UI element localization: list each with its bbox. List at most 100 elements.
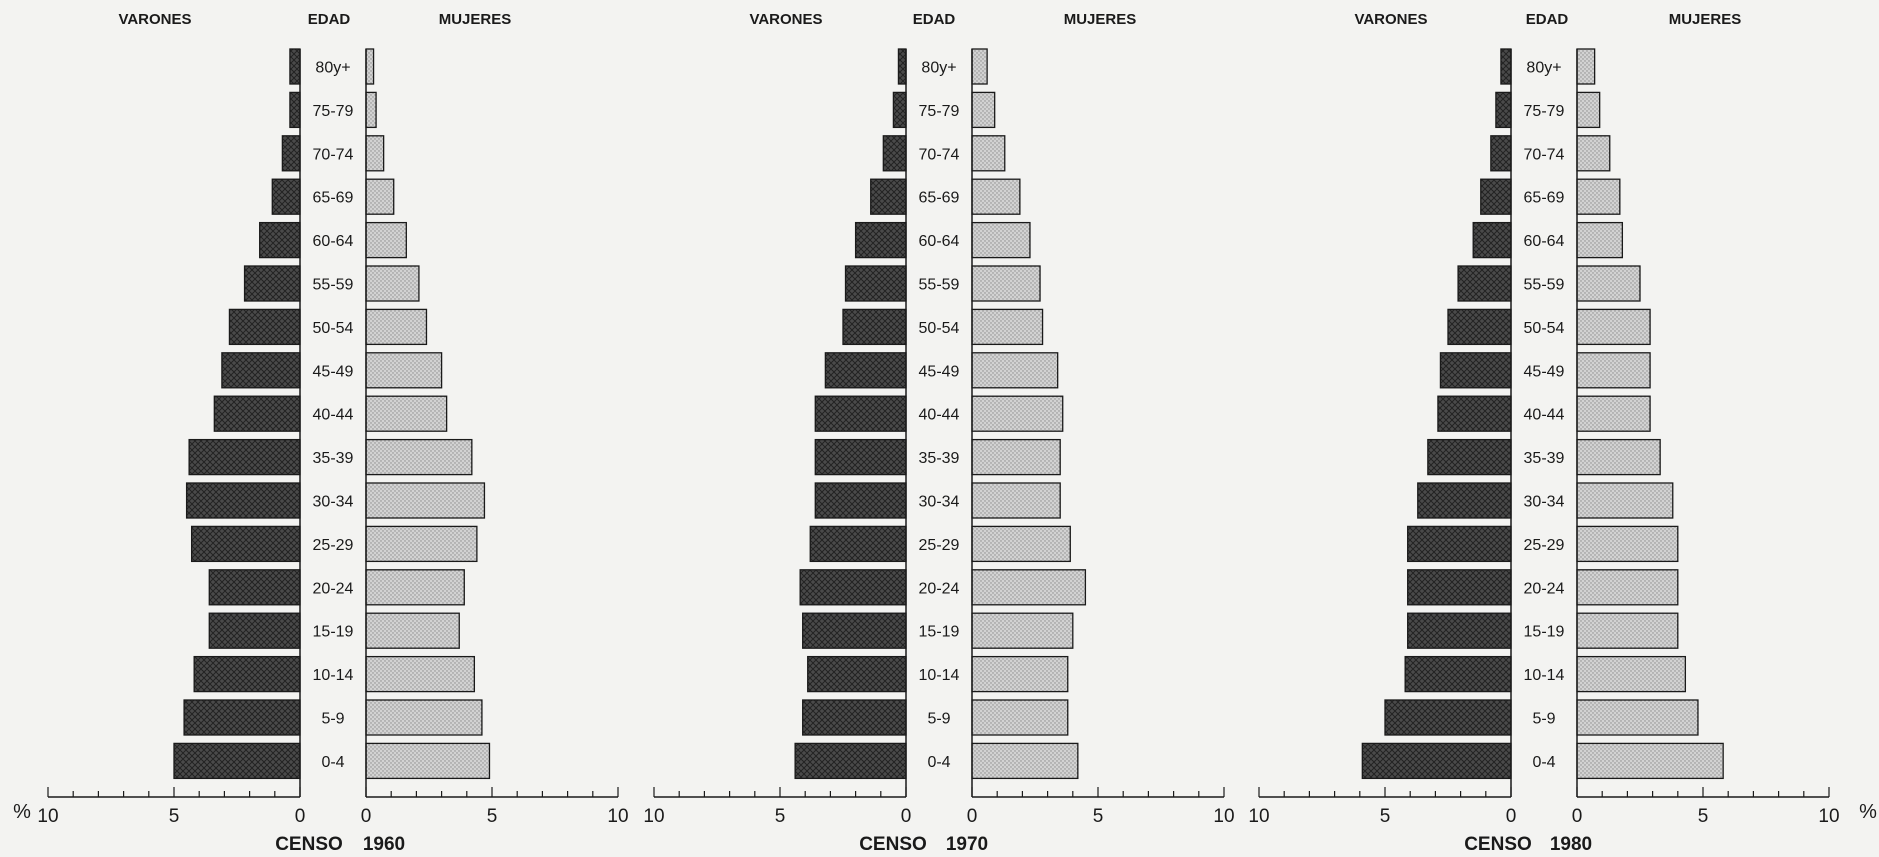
female-bar-50-54 bbox=[365, 308, 428, 346]
male-bar-50-54 bbox=[842, 308, 907, 346]
age-group-label: 35-39 bbox=[1524, 450, 1565, 467]
female-bar-20-24 bbox=[971, 569, 1087, 606]
female-bar-25-29 bbox=[1576, 525, 1679, 563]
header-mujeres: MUJERES bbox=[1669, 11, 1742, 28]
age-group-label: 15-19 bbox=[1524, 624, 1565, 641]
age-group-label: 75-79 bbox=[313, 103, 354, 120]
header-edad: EDAD bbox=[913, 11, 956, 28]
male-bar-55-59 bbox=[844, 265, 907, 302]
female-bar-35-39 bbox=[971, 438, 1061, 476]
female-bar-20-24 bbox=[1576, 569, 1679, 606]
female-bar-45-49 bbox=[1576, 352, 1651, 389]
male-bar-20-24 bbox=[208, 569, 301, 606]
age-group-label: 50-54 bbox=[919, 320, 960, 337]
male-bar-5-9 bbox=[802, 699, 907, 736]
x-tick-label: 5 bbox=[169, 806, 180, 827]
census-label: CENSO bbox=[275, 834, 343, 855]
male-bar-25-29 bbox=[809, 525, 907, 563]
x-tick-label: 10 bbox=[607, 806, 628, 827]
age-group-label: 20-24 bbox=[1524, 580, 1565, 597]
unit-label-right: % bbox=[1859, 801, 1877, 823]
census-year: 1960 bbox=[363, 834, 405, 855]
male-bar-80y+ bbox=[1500, 48, 1512, 85]
x-tick-label: 5 bbox=[775, 806, 786, 827]
age-group-label: 75-79 bbox=[919, 103, 960, 120]
male-bar-60-64 bbox=[854, 221, 907, 259]
age-group-label: 70-74 bbox=[1524, 146, 1565, 163]
female-bar-70-74 bbox=[971, 135, 1006, 172]
x-tick-label: 10 bbox=[1248, 806, 1269, 827]
female-bar-80y+ bbox=[1576, 48, 1596, 85]
male-bar-75-79 bbox=[289, 91, 301, 129]
male-bar-30-34 bbox=[1417, 482, 1512, 519]
x-tick-label: 0 bbox=[901, 806, 912, 827]
female-bar-50-54 bbox=[971, 308, 1044, 346]
female-bar-15-19 bbox=[971, 612, 1074, 649]
age-group-label: 65-69 bbox=[1524, 190, 1565, 207]
female-bar-40-44 bbox=[365, 395, 448, 432]
census-label: CENSO bbox=[1464, 834, 1532, 855]
female-bar-10-14 bbox=[971, 655, 1069, 693]
header-mujeres: MUJERES bbox=[439, 11, 512, 28]
male-bar-65-69 bbox=[271, 178, 301, 215]
female-bar-65-69 bbox=[1576, 178, 1621, 215]
male-bar-45-49 bbox=[824, 352, 907, 389]
male-bar-75-79 bbox=[892, 91, 907, 129]
age-group-label: 70-74 bbox=[919, 146, 960, 163]
male-bar-55-59 bbox=[1457, 265, 1512, 302]
female-bar-55-59 bbox=[365, 265, 420, 302]
age-group-label: 55-59 bbox=[1524, 277, 1565, 294]
header-1970: VARONES EDAD MUJERES bbox=[749, 11, 1136, 28]
pyramid-1980: 80y+ 75-79 70-74 65-69 60-64 55-59 50-54 45-49 4… bbox=[1248, 48, 1840, 827]
x-tick-label: 0 bbox=[295, 806, 306, 827]
x-tick-label: 0 bbox=[361, 806, 372, 827]
census-year: 1970 bbox=[946, 834, 988, 855]
female-bar-15-19 bbox=[1576, 612, 1679, 649]
male-bar-40-44 bbox=[1437, 395, 1512, 432]
female-bar-5-9 bbox=[971, 699, 1069, 736]
female-bar-10-14 bbox=[365, 655, 476, 693]
age-group-label: 50-54 bbox=[1524, 320, 1565, 337]
age-group-label: 30-34 bbox=[919, 494, 960, 511]
x-tick-label: 0 bbox=[967, 806, 978, 827]
age-group-label: 20-24 bbox=[313, 580, 354, 597]
male-bar-35-39 bbox=[814, 438, 907, 476]
header-1960: VARONES EDAD MUJERES bbox=[118, 11, 511, 28]
female-bar-75-79 bbox=[971, 91, 996, 129]
x-tick-label: 10 bbox=[1213, 806, 1234, 827]
age-group-label: 60-64 bbox=[313, 233, 354, 250]
male-bar-20-24 bbox=[799, 569, 907, 606]
census-year: 1980 bbox=[1550, 834, 1592, 855]
male-bar-0-4 bbox=[794, 742, 907, 780]
male-bar-20-24 bbox=[1407, 569, 1512, 606]
female-bar-60-64 bbox=[971, 221, 1031, 259]
age-group-label: 40-44 bbox=[313, 407, 354, 424]
x-tick-label: 10 bbox=[37, 806, 58, 827]
age-group-label: 20-24 bbox=[919, 580, 960, 597]
male-bar-30-34 bbox=[814, 482, 907, 519]
pyramids: 80y+ 75-79 70-74 65-69 60-64 55-59 50-54 45-49 4… bbox=[37, 48, 1840, 827]
female-bar-80y+ bbox=[971, 48, 988, 85]
age-group-label: 80y+ bbox=[315, 60, 350, 77]
age-group-label: 45-49 bbox=[313, 363, 354, 380]
female-bar-50-54 bbox=[1576, 308, 1651, 346]
male-bar-10-14 bbox=[1404, 655, 1512, 693]
age-group-label: 75-79 bbox=[1524, 103, 1565, 120]
age-group-label: 60-64 bbox=[919, 233, 960, 250]
header-edad: EDAD bbox=[308, 11, 351, 28]
male-bar-35-39 bbox=[188, 438, 301, 476]
male-bar-80y+ bbox=[897, 48, 907, 85]
female-bar-80y+ bbox=[365, 48, 375, 85]
age-group-label: 55-59 bbox=[313, 277, 354, 294]
female-bar-20-24 bbox=[365, 569, 465, 606]
male-bar-40-44 bbox=[213, 395, 301, 432]
female-bar-65-69 bbox=[365, 178, 395, 215]
male-bar-30-34 bbox=[185, 482, 301, 519]
age-group-label: 5-9 bbox=[1532, 711, 1555, 728]
female-bar-0-4 bbox=[1576, 742, 1724, 780]
female-bar-70-74 bbox=[365, 135, 385, 172]
female-bar-75-79 bbox=[1576, 91, 1601, 129]
unit-label-left: % bbox=[13, 801, 31, 823]
male-bar-15-19 bbox=[802, 612, 907, 649]
